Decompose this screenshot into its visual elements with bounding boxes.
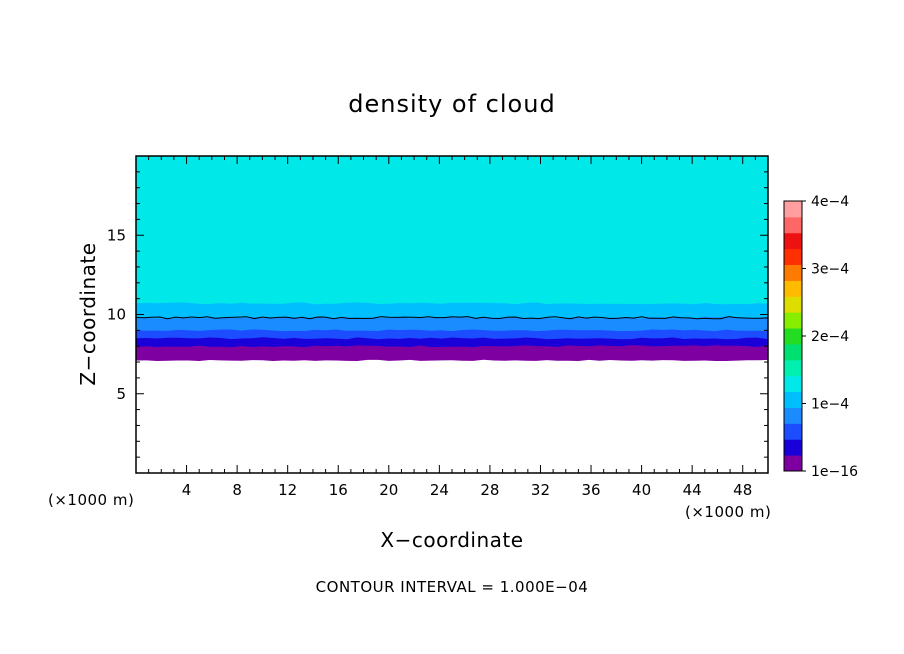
colorbar-segment xyxy=(784,391,802,408)
x-tick-label: 20 xyxy=(379,481,398,499)
colorbar-segment xyxy=(784,201,802,218)
contour-line xyxy=(135,316,769,320)
colorbar-segment xyxy=(784,407,802,424)
colorbar-segment xyxy=(784,232,802,250)
x-tick-label: 40 xyxy=(632,481,651,499)
x-axis: 4 8 12 16 20 24 28 32 36 40 44 48 xyxy=(135,156,769,499)
colorbar-segment xyxy=(784,328,802,345)
y-unit-label: (×1000 m) xyxy=(48,491,134,509)
colorbar-segment xyxy=(784,359,802,377)
colorbar-segment xyxy=(784,264,802,281)
colorbar-tick-label: 1e−16 xyxy=(811,464,858,480)
y-axis-label: Z−coordinate xyxy=(76,242,100,385)
colorbar-segment xyxy=(784,216,802,234)
colorbar-segment xyxy=(784,296,802,313)
colorbar-segment xyxy=(784,343,802,361)
colorbar-segment xyxy=(784,312,802,329)
x-axis-label: X−coordinate xyxy=(380,528,523,552)
contour-interval-note: CONTOUR INTERVAL = 1.000E−04 xyxy=(316,578,589,596)
colorbar-tick-label: 1e−4 xyxy=(811,397,849,413)
x-tick-label: 36 xyxy=(581,481,600,499)
colorbar: 1e−16 1e−4 2e−4 3e−4 4e−4 xyxy=(783,194,858,480)
colorbar-tick-label: 2e−4 xyxy=(811,329,849,345)
y-axis: 5 10 15 xyxy=(107,155,768,474)
x-tick-label: 48 xyxy=(733,481,752,499)
colorbar-segment xyxy=(784,455,802,472)
colorbar-segment xyxy=(784,423,802,440)
x-tick-label: 4 xyxy=(182,481,192,499)
density-field xyxy=(136,156,768,361)
colorbar-tick-label: 3e−4 xyxy=(811,262,849,278)
colorbar-segment xyxy=(784,248,802,266)
x-tick-label: 8 xyxy=(232,481,242,499)
y-tick-label: 10 xyxy=(107,306,126,324)
colorbar-segment xyxy=(784,375,802,393)
x-tick-label: 28 xyxy=(480,481,499,499)
x-unit-label: (×1000 m) xyxy=(685,503,771,521)
x-tick-label: 24 xyxy=(430,481,449,499)
density-band xyxy=(136,156,768,165)
chart-title: density of cloud xyxy=(348,90,555,118)
y-tick-label: 15 xyxy=(107,226,126,244)
x-tick-label: 32 xyxy=(531,481,550,499)
x-tick-label: 44 xyxy=(683,481,702,499)
y-tick-label: 5 xyxy=(116,385,126,403)
x-tick-label: 12 xyxy=(278,481,297,499)
colorbar-segment xyxy=(784,280,802,297)
colorbar-tick-label: 4e−4 xyxy=(811,194,849,210)
x-tick-label: 16 xyxy=(329,481,348,499)
colorbar-segment xyxy=(784,439,802,456)
